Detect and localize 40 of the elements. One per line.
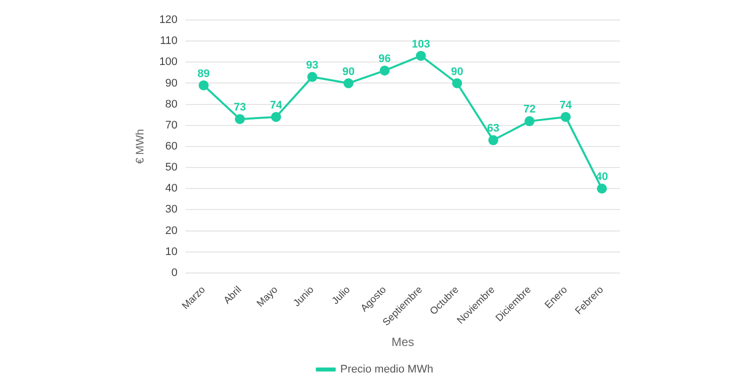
y-tick-label: 10 <box>165 246 178 258</box>
y-tick-label: 0 <box>171 266 178 279</box>
data-label: 96 <box>378 53 391 66</box>
y-tick-label: 120 <box>159 14 178 26</box>
y-axis-title: € MWh <box>134 129 147 164</box>
legend-label: Precio medio MWh <box>340 364 434 376</box>
point <box>596 184 607 194</box>
y-tick-label: 70 <box>165 119 178 132</box>
data-label: 89 <box>198 68 210 80</box>
point <box>452 78 462 88</box>
x-tick-label: Julio <box>330 284 353 307</box>
y-tick-label: 40 <box>165 182 178 195</box>
point <box>380 66 390 76</box>
point <box>234 114 245 124</box>
data-label: 73 <box>234 102 246 114</box>
point <box>307 72 318 82</box>
data-label: 90 <box>342 66 355 78</box>
point <box>560 112 571 122</box>
y-tick-label: 100 <box>159 56 178 68</box>
data-label: 90 <box>450 66 464 78</box>
x-axis-title: Mes <box>391 335 414 350</box>
point <box>488 135 498 146</box>
data-label: 103 <box>412 38 430 50</box>
point <box>416 50 426 61</box>
data-label: 63 <box>487 122 500 135</box>
point <box>524 116 534 126</box>
y-tick-label: 30 <box>165 204 178 216</box>
y-tick-label: 110 <box>160 35 178 48</box>
point <box>271 112 282 122</box>
point <box>343 78 354 88</box>
data-label: 72 <box>523 104 536 116</box>
y-tick-label: 60 <box>165 140 178 153</box>
point <box>198 80 209 90</box>
y-tick-label: 90 <box>165 77 178 90</box>
data-label: 93 <box>306 59 318 72</box>
data-label: 74 <box>560 99 573 112</box>
y-tick-label: 80 <box>165 98 178 110</box>
data-label: 74 <box>270 99 284 112</box>
y-tick-label: 20 <box>165 224 178 237</box>
y-tick-label: 50 <box>165 162 178 174</box>
